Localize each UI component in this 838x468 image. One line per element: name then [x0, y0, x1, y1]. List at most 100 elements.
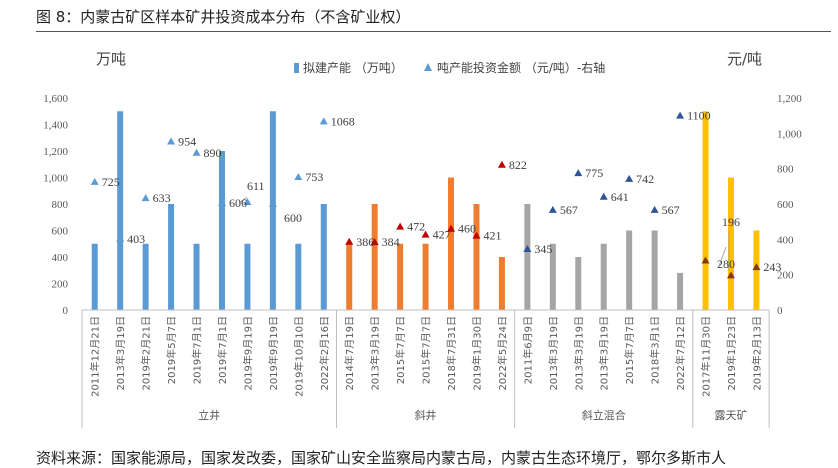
right-tick-label: 400 — [777, 234, 794, 246]
capacity-bar — [91, 243, 98, 310]
investment-data-label: 725 — [102, 175, 120, 189]
left-axis-unit: 万吨 — [96, 50, 126, 68]
left-axis-ticks: 0 200 400 600 800 1,000 1,200 1,400 1,600 — [43, 93, 68, 317]
category-label: 2013年3月19日 — [369, 316, 382, 391]
category-label: 2015年7月7日 — [420, 316, 433, 384]
investment-data-label: 567 — [560, 203, 578, 217]
capacity-bar — [448, 177, 455, 310]
investment-marker — [268, 200, 277, 207]
category-groups: 立井 斜井 斜立混合 露天矿 — [81, 310, 770, 428]
left-tick-label: 600 — [52, 226, 69, 238]
investment-data-label: 822 — [509, 158, 527, 172]
investment-marker — [116, 234, 125, 242]
right-tick-label: 0 — [777, 305, 783, 317]
capacity-bar — [218, 151, 225, 310]
investment-marker — [752, 263, 761, 271]
capacity-bar — [651, 230, 658, 310]
group-label: 斜井 — [415, 408, 437, 422]
category-label: 2011年12月21日 — [89, 316, 102, 397]
group-label: 斜立混合 — [582, 408, 626, 422]
capacity-bar — [397, 243, 404, 310]
category-label: 2018年7月31日 — [445, 316, 458, 391]
investment-marker — [497, 160, 506, 168]
left-tick-label: 1,400 — [43, 120, 68, 132]
left-tick-label: 400 — [52, 252, 69, 264]
investment-marker — [421, 230, 430, 238]
legend-bar-swatch — [294, 63, 299, 73]
investment-marker — [701, 256, 710, 264]
capacity-bar — [295, 243, 302, 310]
capacity-bar — [549, 243, 556, 310]
category-label: 2018年3月1日 — [649, 316, 662, 384]
capacity-bar — [117, 111, 124, 310]
investment-marker — [599, 192, 608, 200]
investment-data-label: 890 — [204, 146, 222, 160]
investment-marker — [523, 245, 532, 253]
left-tick-label: 1,200 — [43, 146, 68, 158]
investment-marker — [676, 111, 685, 119]
capacity-bar — [320, 204, 327, 310]
investment-marker — [726, 271, 735, 279]
category-label: 2019年1月23日 — [725, 316, 738, 391]
category-label: 2013年3月19日 — [572, 316, 585, 391]
category-label: 2015年7月7日 — [623, 316, 636, 384]
investment-data-label: 641 — [611, 190, 629, 204]
investment-marker — [167, 137, 176, 145]
investment-marker — [625, 174, 634, 182]
category-label: 2019年1月30日 — [470, 316, 483, 391]
investment-markers — [90, 111, 761, 279]
capacity-bar — [702, 111, 709, 310]
investment-marker — [396, 222, 405, 230]
label-leader-lines — [238, 196, 730, 270]
capacity-bar — [168, 204, 175, 310]
investment-marker — [345, 237, 354, 245]
category-label: 2019年2月13日 — [750, 316, 763, 391]
category-label: 2013年3月19日 — [598, 316, 611, 391]
investment-data-label: 1068 — [331, 114, 355, 128]
category-label: 2022年7月12日 — [674, 316, 687, 391]
capacity-bar — [346, 243, 353, 310]
investment-data-label: 421 — [483, 229, 501, 243]
figure-title: 图 8：内蒙古矿区样本矿井投资成本分布（不含矿业权） — [36, 8, 411, 26]
right-tick-label: 600 — [777, 199, 794, 211]
investment-data-label: 243 — [763, 260, 781, 274]
category-label: 2019年5月7日 — [165, 316, 178, 384]
category-label: 2019年2月21日 — [140, 316, 153, 391]
right-tick-label: 200 — [777, 270, 794, 282]
left-tick-label: 0 — [63, 305, 69, 317]
category-labels: 2011年12月21日 2013年3月19日 2019年2月21日 2019年5月7日… — [89, 316, 764, 397]
category-label: 2011年6月9日 — [521, 316, 534, 384]
investment-data-label: 280 — [717, 257, 735, 271]
capacity-bar — [677, 272, 684, 310]
category-label: 2019年7月1日 — [191, 316, 204, 384]
capacity-bar — [269, 111, 276, 310]
group-label: 露天矿 — [714, 409, 747, 422]
capacity-bar — [142, 243, 149, 310]
left-tick-label: 1,600 — [43, 93, 68, 105]
investment-data-label: 600 — [284, 211, 302, 225]
capacity-bar — [524, 204, 531, 310]
capacity-bars — [91, 111, 760, 310]
category-label: 2017年11月30日 — [700, 316, 713, 397]
capacity-bar — [244, 243, 251, 310]
category-label: 2019年9月19日 — [241, 316, 254, 391]
investment-data-label: 1100 — [687, 109, 711, 123]
investment-data-label: 742 — [636, 172, 654, 186]
category-label: 2019年10月10日 — [292, 316, 305, 397]
investment-data-label: 775 — [585, 166, 603, 180]
investment-marker — [319, 117, 328, 125]
investment-marker — [650, 205, 659, 213]
investment-marker — [294, 172, 303, 180]
label-leader-line — [238, 196, 248, 204]
investment-data-label: 472 — [407, 220, 425, 234]
capacity-bar — [575, 257, 582, 310]
investment-marker — [192, 148, 201, 156]
investment-data-label: 427 — [433, 228, 451, 242]
left-tick-label: 200 — [52, 279, 69, 291]
investment-marker — [243, 198, 252, 206]
category-label: 2022年2月16日 — [318, 316, 331, 391]
investment-data-label: 403 — [127, 232, 145, 246]
right-tick-label: 1,000 — [777, 128, 802, 140]
category-label: 2013年3月19日 — [547, 316, 560, 391]
